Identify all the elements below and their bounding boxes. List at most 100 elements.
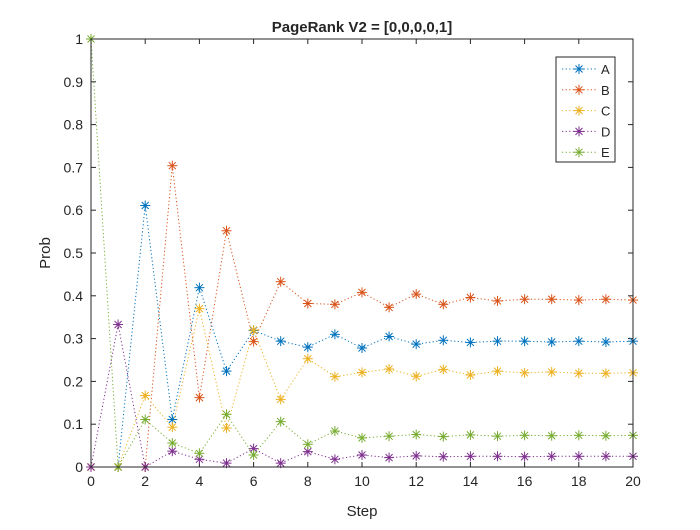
series-line-b: [91, 165, 634, 468]
y-axis-label: Prob: [37, 237, 54, 269]
data-point-e: [438, 431, 449, 442]
marker-stroke: [439, 365, 448, 374]
marker-stroke: [575, 65, 583, 73]
x-tick-label: 14: [463, 473, 479, 489]
legend-item-d: D: [562, 124, 610, 139]
data-point-e: [573, 430, 584, 441]
marker-stroke: [222, 410, 231, 419]
data-point-c: [600, 368, 611, 379]
data-point-a: [573, 336, 584, 347]
legend-marker: [574, 64, 584, 74]
marker-stroke: [168, 439, 177, 447]
data-point-b: [302, 298, 313, 309]
data-point-a: [329, 329, 340, 340]
x-tick-label: 2: [141, 473, 149, 489]
data-point-b: [329, 299, 340, 310]
y-tick-label: 0.8: [64, 117, 84, 133]
marker-stroke: [602, 338, 610, 346]
data-point-d: [465, 451, 476, 462]
data-point-b: [411, 289, 422, 300]
plot-background: [91, 39, 633, 467]
data-point-b: [600, 294, 611, 305]
legend-marker: [574, 84, 584, 95]
marker-stroke: [493, 432, 502, 441]
marker-stroke: [249, 337, 258, 346]
marker-stroke: [520, 295, 529, 304]
data-point-d: [546, 451, 557, 462]
marker-stroke: [303, 354, 312, 363]
marker-stroke: [520, 368, 529, 377]
data-point-a: [275, 336, 286, 347]
data-point-d: [167, 446, 178, 457]
legend-item-c: C: [562, 104, 610, 119]
chart-title: PageRank V2 = [0,0,0,0,1]: [272, 19, 453, 36]
marker-stroke: [358, 288, 366, 297]
data-point-e: [248, 450, 259, 461]
marker-stroke: [574, 431, 583, 440]
x-tick-label: 0: [87, 473, 95, 489]
data-point-a: [140, 200, 151, 211]
data-point-a: [221, 366, 232, 377]
data-point-a: [519, 336, 530, 347]
data-point-a: [357, 343, 367, 354]
data-point-b: [465, 292, 476, 303]
data-point-e: [221, 409, 232, 420]
marker-stroke: [331, 455, 339, 464]
data-point-a: [600, 337, 611, 348]
marker-stroke: [331, 427, 339, 435]
marker-stroke: [547, 368, 556, 376]
legend-item-b: B: [562, 83, 610, 98]
marker-stroke: [331, 300, 339, 309]
marker-stroke: [276, 417, 285, 426]
marker-stroke: [222, 367, 231, 375]
marker-stroke: [439, 336, 448, 345]
data-point-c: [519, 367, 530, 378]
data-point-a: [302, 342, 313, 353]
marker-stroke: [358, 368, 366, 377]
data-point-c: [248, 325, 259, 336]
legend-box: [555, 56, 616, 163]
marker-stroke: [520, 431, 529, 440]
data-point-c: [329, 371, 340, 382]
y-tick-label: 0: [75, 459, 83, 475]
marker-stroke: [195, 283, 204, 292]
y-tick-label: 0.7: [64, 159, 84, 175]
data-point-c: [357, 367, 367, 378]
marker-stroke: [575, 127, 583, 136]
data-point-d: [221, 458, 232, 469]
marker-stroke: [141, 415, 150, 424]
marker-stroke: [168, 447, 177, 456]
data-point-e: [519, 430, 530, 441]
legend-label: D: [601, 124, 610, 139]
data-point-c: [465, 369, 476, 380]
legend-item-e: E: [562, 145, 610, 160]
data-point-b: [194, 392, 205, 403]
marker-stroke: [195, 393, 204, 402]
legend-marker: [574, 147, 584, 158]
data-point-e: [465, 429, 476, 440]
data-point-c: [492, 366, 503, 377]
marker-stroke: [466, 431, 475, 439]
y-tick-label: 0.9: [64, 74, 84, 90]
marker-stroke: [141, 201, 150, 210]
data-point-b: [275, 276, 286, 287]
x-tick-label: 18: [571, 473, 587, 489]
marker-stroke: [547, 431, 556, 440]
marker-stroke: [412, 430, 421, 439]
marker-stroke: [574, 452, 583, 461]
legend-marker: [574, 105, 584, 116]
marker-stroke: [466, 293, 475, 302]
data-point-e: [546, 430, 557, 441]
data-point-e: [492, 431, 503, 442]
data-point-e: [275, 416, 286, 427]
marker-stroke: [222, 424, 231, 432]
marker-stroke: [493, 337, 502, 346]
data-point-b: [384, 302, 395, 313]
marker-stroke: [493, 297, 502, 305]
marker-stroke: [602, 431, 610, 440]
data-point-d: [357, 450, 367, 461]
x-axis-label: Step: [347, 503, 378, 520]
marker-stroke: [249, 444, 258, 453]
data-point-c: [573, 368, 584, 379]
marker-stroke: [249, 451, 258, 459]
